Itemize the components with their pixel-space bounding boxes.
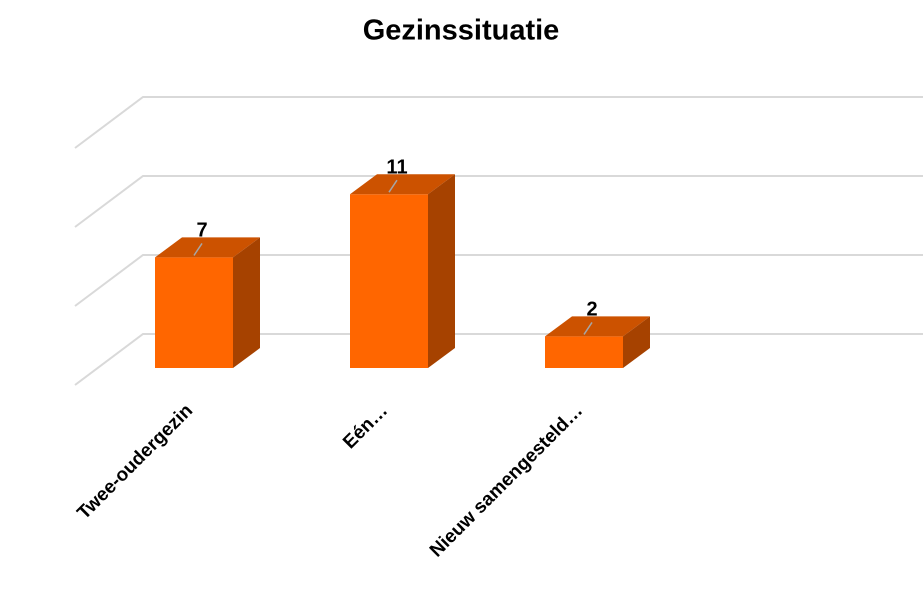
leader-line	[583, 321, 593, 335]
bar-front	[350, 194, 428, 368]
value-label: 7	[196, 220, 207, 242]
bar-top	[350, 174, 455, 195]
grid-line	[74, 175, 923, 228]
grid-line	[74, 333, 923, 386]
bar	[350, 174, 455, 368]
grid-line	[74, 254, 923, 307]
bar-side	[428, 174, 455, 368]
bar	[545, 316, 650, 368]
x-tick-label: Nieuw samengesteld…	[426, 400, 587, 561]
bar-top	[545, 316, 650, 337]
bar-front	[545, 336, 623, 368]
leader-line	[388, 179, 398, 193]
x-tick-label: Twee-oudergezin	[73, 400, 197, 524]
bar-top	[155, 237, 260, 258]
grid-line	[74, 96, 923, 149]
value-label: 2	[586, 299, 597, 321]
value-label: 11	[386, 156, 407, 178]
bar	[155, 237, 260, 368]
chart-title: Gezinssituatie	[363, 15, 560, 47]
bar-side	[233, 237, 260, 368]
x-tick-label: Eén…	[339, 400, 392, 453]
leader-line	[193, 242, 203, 256]
bar-front	[155, 257, 233, 368]
bar-side	[623, 316, 650, 368]
